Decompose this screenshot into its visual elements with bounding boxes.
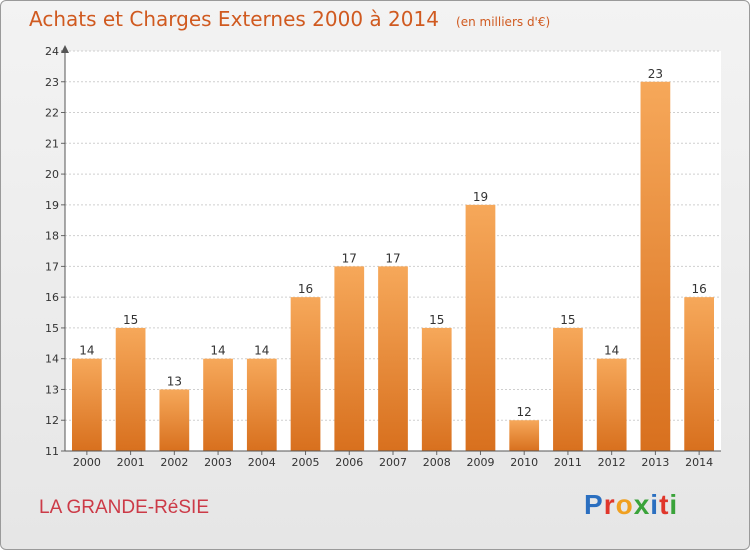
- y-tick-label: 23: [45, 76, 59, 89]
- chart-unit: (en milliers d'€): [456, 15, 551, 29]
- data-label: 13: [167, 374, 182, 388]
- y-tick-label: 24: [45, 45, 59, 58]
- y-tick-label: 19: [45, 199, 59, 212]
- logo-letter: t: [659, 489, 670, 520]
- logo-letter: r: [603, 489, 616, 520]
- logo-letter: P: [584, 489, 604, 520]
- bar: [159, 389, 190, 451]
- x-tick-label: 2003: [204, 456, 232, 469]
- data-label: 15: [123, 313, 138, 327]
- bar: [334, 266, 365, 451]
- data-label: 15: [560, 313, 575, 327]
- x-tick-label: 2001: [117, 456, 145, 469]
- data-label: 14: [79, 344, 94, 358]
- x-tick-label: 2012: [598, 456, 626, 469]
- logo-letter: i: [669, 489, 679, 520]
- bar: [246, 358, 277, 451]
- x-tick-label: 2000: [73, 456, 101, 469]
- x-tick-label: 2004: [248, 456, 276, 469]
- x-tick-label: 2013: [641, 456, 669, 469]
- proxiti-logo: Proxiti: [584, 489, 678, 521]
- y-tick-label: 11: [45, 445, 59, 458]
- data-label: 14: [210, 344, 225, 358]
- y-tick-label: 13: [45, 383, 59, 396]
- x-tick-label: 2002: [160, 456, 188, 469]
- logo-letter: i: [650, 489, 660, 520]
- bar: [115, 327, 146, 451]
- bar: [378, 266, 408, 451]
- y-tick-label: 20: [45, 168, 59, 181]
- data-label: 12: [517, 405, 532, 419]
- bar: [596, 358, 627, 451]
- x-tick-label: 2009: [466, 456, 494, 469]
- data-label: 17: [342, 251, 357, 265]
- data-label: 23: [648, 67, 663, 81]
- y-tick-label: 18: [45, 230, 59, 243]
- y-tick-label: 21: [45, 137, 59, 150]
- x-tick-label: 2011: [554, 456, 582, 469]
- data-label: 15: [429, 313, 444, 327]
- bar: [509, 420, 540, 451]
- bar: [421, 327, 452, 451]
- x-tick-label: 2008: [423, 456, 451, 469]
- bar: [203, 358, 233, 451]
- bar: [465, 204, 496, 451]
- bar: [553, 327, 583, 451]
- x-tick-label: 2006: [335, 456, 363, 469]
- y-tick-label: 16: [45, 291, 59, 304]
- y-tick-label: 17: [45, 260, 59, 273]
- y-tick-label: 14: [45, 353, 59, 366]
- data-label: 16: [691, 282, 706, 296]
- y-tick-label: 15: [45, 322, 59, 335]
- bar: [640, 81, 671, 452]
- chart-title: Achats et Charges Externes 2000 à 2014: [29, 7, 439, 31]
- bar: [684, 297, 715, 451]
- data-label: 16: [298, 282, 313, 296]
- x-tick-label: 2005: [292, 456, 320, 469]
- data-label: 14: [604, 344, 619, 358]
- commune-name: LA GRANDE-RéSIE: [39, 497, 209, 518]
- x-tick-label: 2010: [510, 456, 538, 469]
- x-tick-label: 2007: [379, 456, 407, 469]
- data-label: 14: [254, 344, 269, 358]
- bar: [290, 297, 321, 451]
- data-label: 19: [473, 190, 488, 204]
- y-axis-arrow: [61, 45, 69, 53]
- bar: [71, 358, 102, 451]
- data-label: 17: [385, 251, 400, 265]
- y-tick-label: 22: [45, 107, 59, 120]
- title-row: Achats et Charges Externes 2000 à 2014 (…: [29, 7, 550, 31]
- logo-letter: x: [633, 489, 651, 520]
- logo-letter: o: [615, 489, 634, 520]
- y-tick-label: 12: [45, 414, 59, 427]
- x-tick-label: 2014: [685, 456, 713, 469]
